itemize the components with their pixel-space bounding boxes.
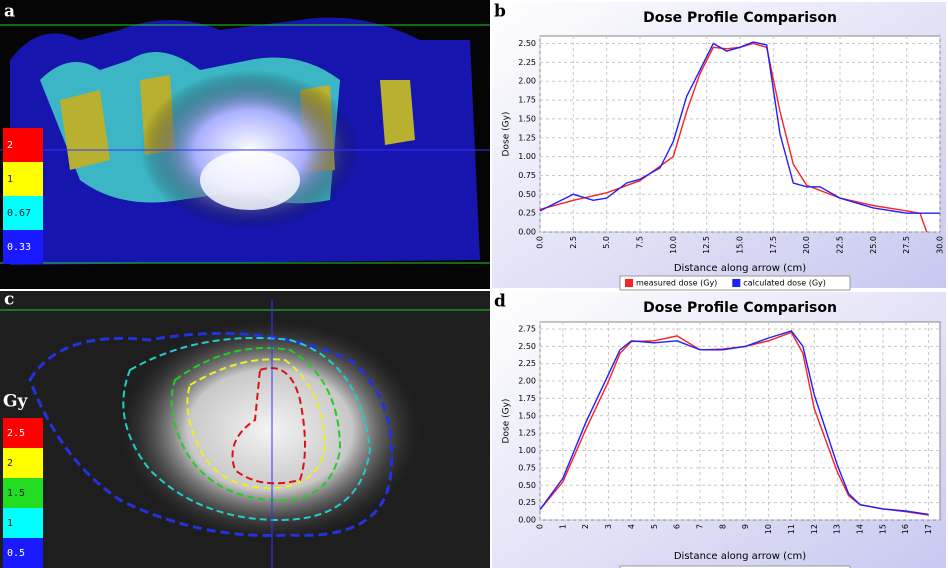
y-tick-label: 2.00 [518, 77, 536, 86]
panel-label: d [494, 292, 506, 312]
y-tick-label: 2.00 [518, 377, 536, 386]
y-tick-label: 0.25 [518, 498, 536, 507]
x-tick-label: 10.0 [669, 236, 678, 254]
x-tick-label: 15.0 [736, 236, 745, 254]
legend-label: calculated dose (Gy) [743, 279, 826, 288]
y-tick-label: 1.00 [518, 446, 536, 455]
y-tick-label: 2.50 [518, 342, 536, 351]
panel-label: c [4, 290, 14, 310]
chart-title: Dose Profile Comparison [643, 300, 837, 316]
y-tick-label: 0.75 [518, 171, 536, 180]
plot-area [540, 322, 940, 520]
legend-swatch [732, 279, 740, 287]
y-tick-label: 0.50 [518, 190, 536, 199]
y-tick-label: 0.50 [518, 481, 536, 490]
x-tick-label: 7 [696, 524, 705, 529]
scale-label: 0.67 [7, 208, 31, 219]
legend-label: measured dose (Gy) [636, 279, 717, 288]
x-tick-label: 0 [536, 524, 545, 529]
x-tick-label: 16 [901, 524, 910, 534]
x-tick-label: 30.0 [936, 236, 945, 254]
scale-label: 2 [7, 140, 13, 151]
image-a [0, 0, 490, 290]
chart-title: Dose Profile Comparison [643, 10, 837, 26]
x-axis-label: Distance along arrow (cm) [674, 551, 806, 562]
x-tick-label: 5.0 [602, 236, 611, 249]
x-axis-label: Distance along arrow (cm) [674, 263, 806, 274]
y-tick-label: 1.50 [518, 114, 536, 123]
y-tick-label: 1.50 [518, 411, 536, 420]
x-tick-label: 15 [878, 524, 887, 534]
y-tick-label: 1.25 [518, 133, 536, 142]
x-tick-label: 22.5 [836, 236, 845, 254]
panel-label: a [4, 2, 15, 22]
x-tick-label: 0.0 [536, 236, 545, 249]
x-tick-label: 6 [673, 524, 682, 529]
y-tick-label: 1.75 [518, 394, 536, 403]
y-tick-label: 0.75 [518, 463, 536, 472]
scale-label: 2.5 [7, 428, 25, 439]
image-c [0, 290, 490, 568]
y-axis-label: Dose (Gy) [502, 399, 512, 444]
scale-label: 1.5 [7, 488, 25, 499]
scale-label: 1 [7, 518, 13, 529]
y-tick-label: 1.25 [518, 429, 536, 438]
scale-label: 0.5 [7, 548, 25, 559]
x-tick-label: 27.5 [902, 236, 911, 254]
legend-swatch [625, 279, 633, 287]
x-tick-label: 9 [741, 524, 750, 529]
y-tick-label: 0.00 [518, 516, 536, 525]
panel-label: b [494, 2, 506, 22]
figure: a 2 1 0.67 0.33 c Gy 2.5 2 1.5 1 0.5 b Dose Profile C… [0, 0, 948, 568]
x-tick-label: 11 [787, 524, 796, 534]
x-tick-label: 17 [924, 524, 933, 534]
x-tick-label: 2 [581, 524, 590, 529]
x-tick-label: 2.5 [569, 236, 578, 249]
x-tick-label: 4 [627, 524, 636, 529]
x-tick-label: 10 [764, 524, 773, 534]
x-tick-label: 8 [718, 524, 727, 529]
x-tick-label: 14 [856, 524, 865, 534]
scale-label: 2 [7, 458, 13, 469]
x-tick-label: 20.0 [802, 236, 811, 254]
y-tick-label: 2.50 [518, 39, 536, 48]
x-tick-label: 5 [650, 524, 659, 529]
x-tick-label: 1 [558, 524, 567, 529]
y-tick-label: 1.75 [518, 96, 536, 105]
x-tick-label: 13 [833, 524, 842, 534]
y-tick-label: 0.25 [518, 209, 536, 218]
x-tick-label: 12.5 [702, 236, 711, 254]
scale-label: 0.33 [7, 242, 31, 253]
x-tick-label: 25.0 [869, 236, 878, 254]
x-tick-label: 17.5 [769, 236, 778, 254]
y-tick-label: 0.00 [518, 228, 536, 237]
scale-label: 1 [7, 174, 13, 185]
scale-unit: Gy [3, 392, 29, 412]
x-tick-label: 12 [810, 524, 819, 534]
x-tick-label: 3 [604, 524, 613, 529]
y-tick-label: 2.75 [518, 324, 536, 333]
y-tick-label: 2.25 [518, 359, 536, 368]
y-axis-label: Dose (Gy) [502, 112, 512, 157]
y-tick-label: 2.25 [518, 58, 536, 67]
y-tick-label: 1.00 [518, 152, 536, 161]
x-tick-label: 7.5 [636, 236, 645, 249]
